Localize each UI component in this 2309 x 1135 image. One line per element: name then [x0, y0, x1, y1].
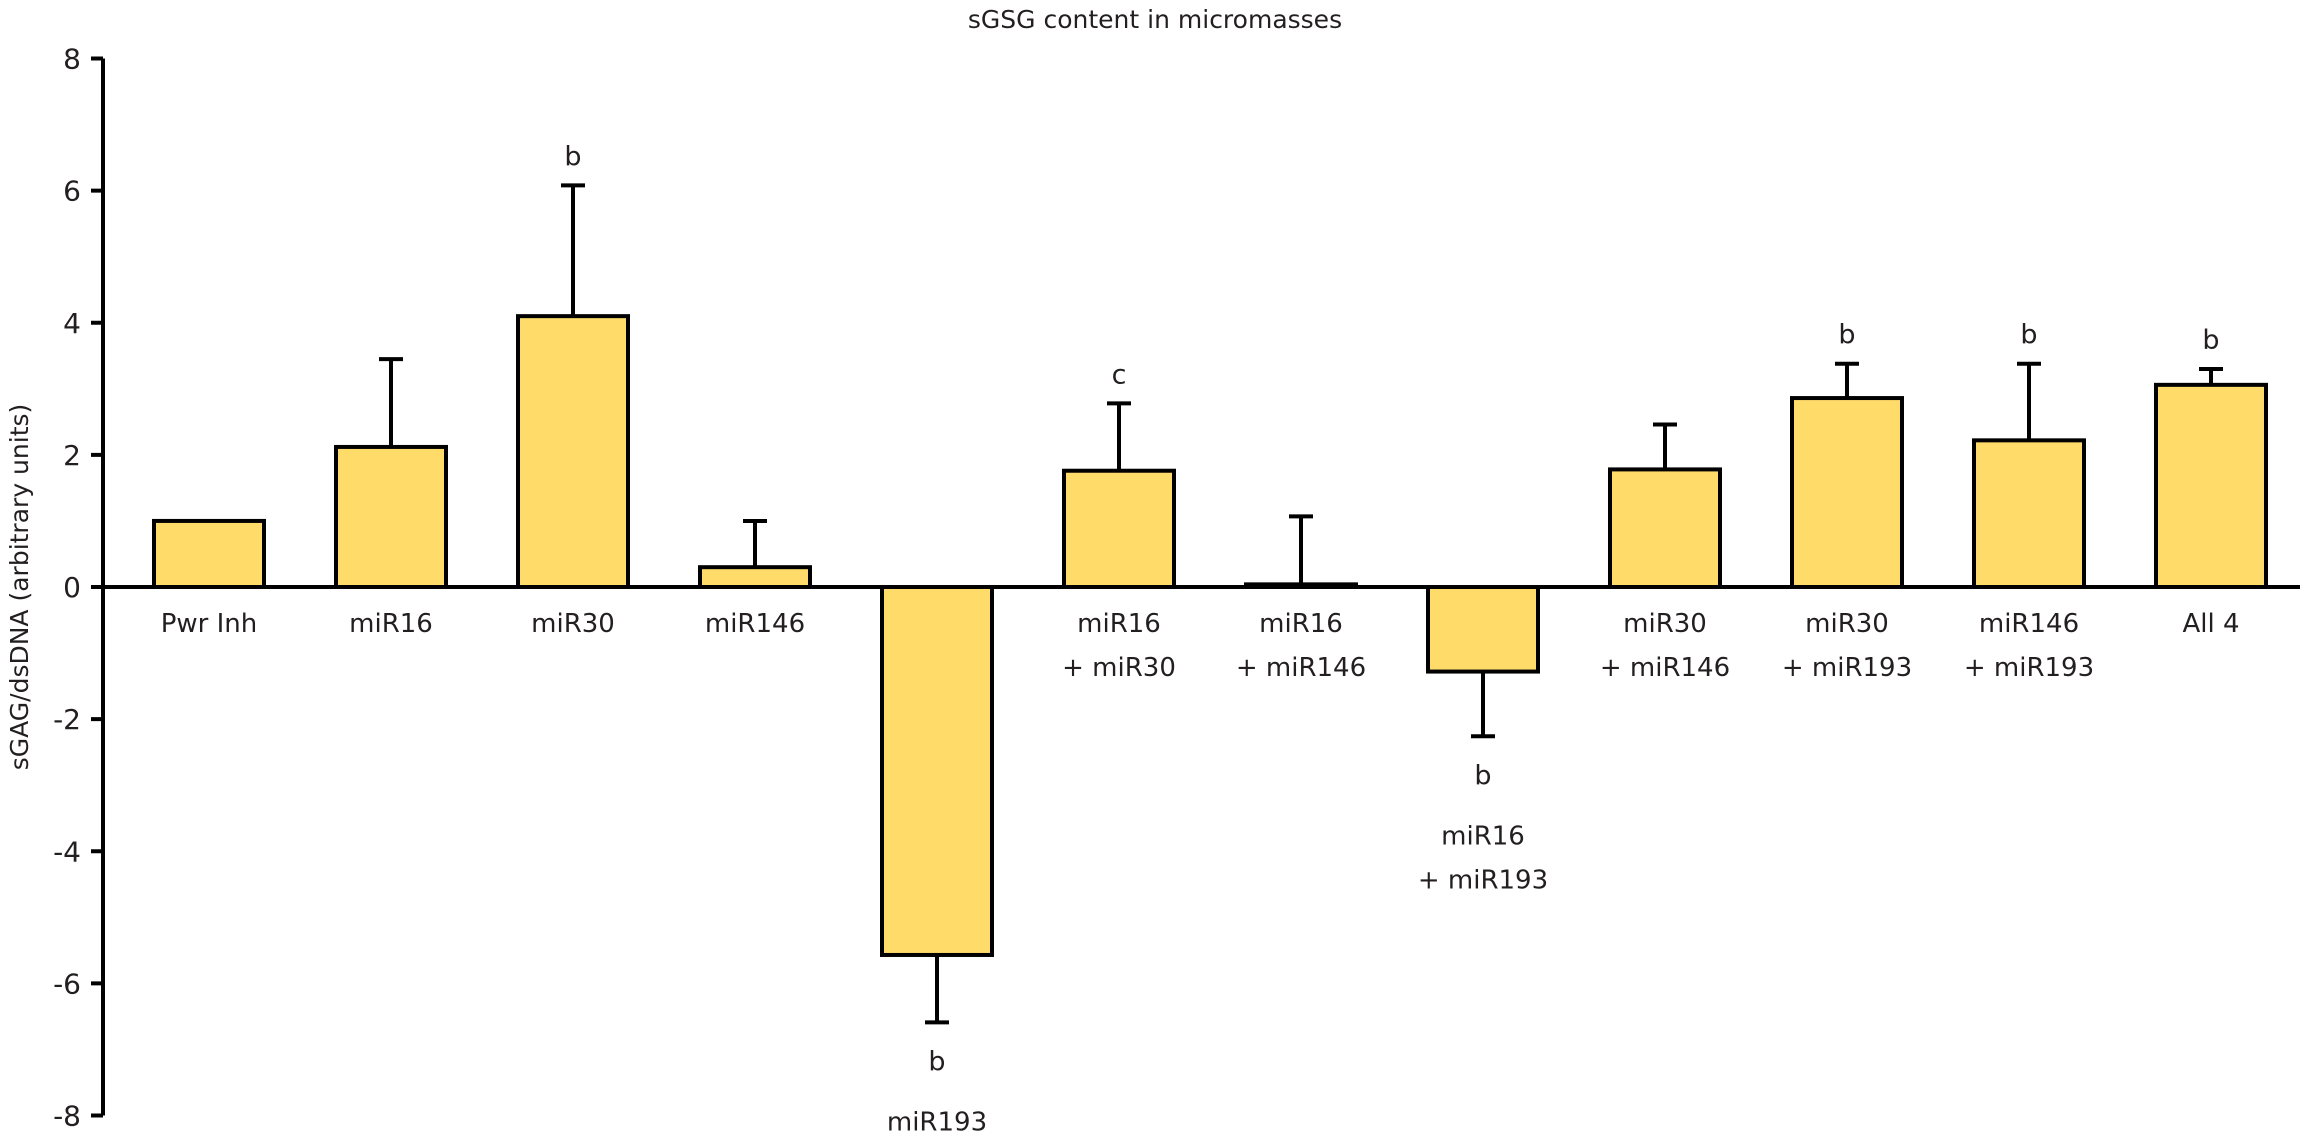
- category-label: All 4: [2182, 609, 2239, 639]
- category-label: miR30: [1805, 609, 1889, 639]
- significance-label: b: [1838, 320, 1855, 351]
- category-label: miR16: [1259, 609, 1343, 639]
- category-label: + miR146: [1236, 653, 1366, 683]
- y-tick-label: 8: [63, 43, 81, 76]
- category-label: Pwr Inh: [161, 609, 258, 639]
- category-label: + miR193: [1964, 653, 2094, 683]
- bar: [880, 585, 994, 957]
- bar: [1608, 467, 1722, 589]
- category-label: miR146: [705, 609, 805, 639]
- category-label: miR30: [531, 609, 615, 639]
- category-label: + miR30: [1062, 653, 1176, 683]
- chart-title: sGSG content in micromasses: [968, 5, 1342, 34]
- bar: [334, 444, 448, 590]
- y-tick-label: -4: [53, 835, 81, 868]
- y-axis-label: sGAG/dsDNA (arbitrary units): [5, 404, 34, 771]
- category-label: miR193: [887, 1107, 987, 1135]
- category-label: + miR193: [1418, 865, 1548, 895]
- category-label: miR16: [1077, 609, 1161, 639]
- significance-label: b: [2202, 325, 2219, 356]
- category-label: + miR146: [1600, 653, 1730, 683]
- significance-label: b: [564, 141, 581, 172]
- category-labels: Pwr Inh miR16 miR30 miR146 miR193 miR16 + miR3…: [161, 609, 2240, 1135]
- significance-label: b: [928, 1046, 945, 1077]
- bar: [152, 518, 266, 589]
- y-tick-label: -2: [53, 703, 81, 736]
- bars: b b c b b b b: [152, 141, 2268, 1077]
- bar: [2154, 382, 2268, 589]
- significance-label: c: [1112, 359, 1127, 390]
- bar: [1972, 438, 2086, 589]
- category-label: miR16: [1441, 821, 1525, 851]
- significance-label: b: [2020, 320, 2037, 351]
- y-axis: -8 -6 -4 -2 0 2 4 6 8: [53, 43, 105, 1133]
- category-label: miR16: [349, 609, 433, 639]
- y-tick-label: -8: [53, 1100, 81, 1133]
- y-tick-label: 0: [63, 571, 81, 604]
- category-label: miR30: [1623, 609, 1707, 639]
- y-tick-label: 6: [63, 175, 81, 208]
- bar: [1790, 396, 1904, 589]
- bar: [698, 565, 812, 590]
- bar: [1062, 468, 1176, 590]
- y-tick-label: 2: [63, 439, 81, 472]
- y-tick-label: 4: [63, 307, 81, 340]
- bar: [516, 314, 630, 589]
- bar: [1426, 585, 1540, 674]
- significance-label: b: [1474, 760, 1491, 791]
- category-label: + miR193: [1782, 653, 1912, 683]
- category-label: miR146: [1979, 609, 2079, 639]
- y-tick-label: -6: [53, 967, 81, 1000]
